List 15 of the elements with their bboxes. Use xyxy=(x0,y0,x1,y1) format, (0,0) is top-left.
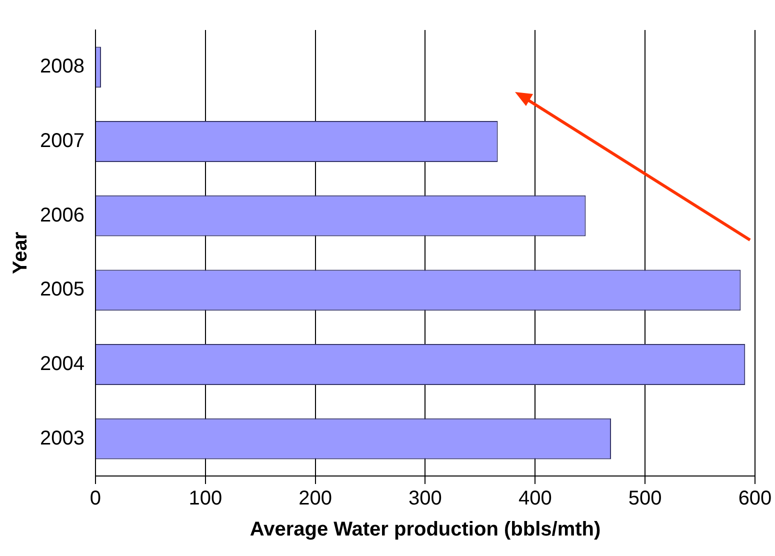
x-axis-title: Average Water production (bbls/mth) xyxy=(250,518,601,541)
x-tick-label: 0 xyxy=(90,488,102,510)
y-tick-label: 2006 xyxy=(40,204,84,226)
y-tick-label: 2008 xyxy=(40,56,84,78)
x-tick-label: 200 xyxy=(298,488,332,510)
x-tick-label: 400 xyxy=(518,488,552,510)
y-tick-label: 2007 xyxy=(40,130,84,152)
y-tick-label: 2004 xyxy=(40,353,84,376)
y-tick-label: 2005 xyxy=(40,278,84,301)
x-tick-label: 500 xyxy=(628,488,662,510)
x-tick-label: 600 xyxy=(738,488,772,510)
x-tick-label: 100 xyxy=(188,488,222,510)
x-tick-label: 300 xyxy=(408,488,442,510)
y-tick-label: 2003 xyxy=(40,427,84,450)
y-axis-title: Year xyxy=(10,232,32,274)
